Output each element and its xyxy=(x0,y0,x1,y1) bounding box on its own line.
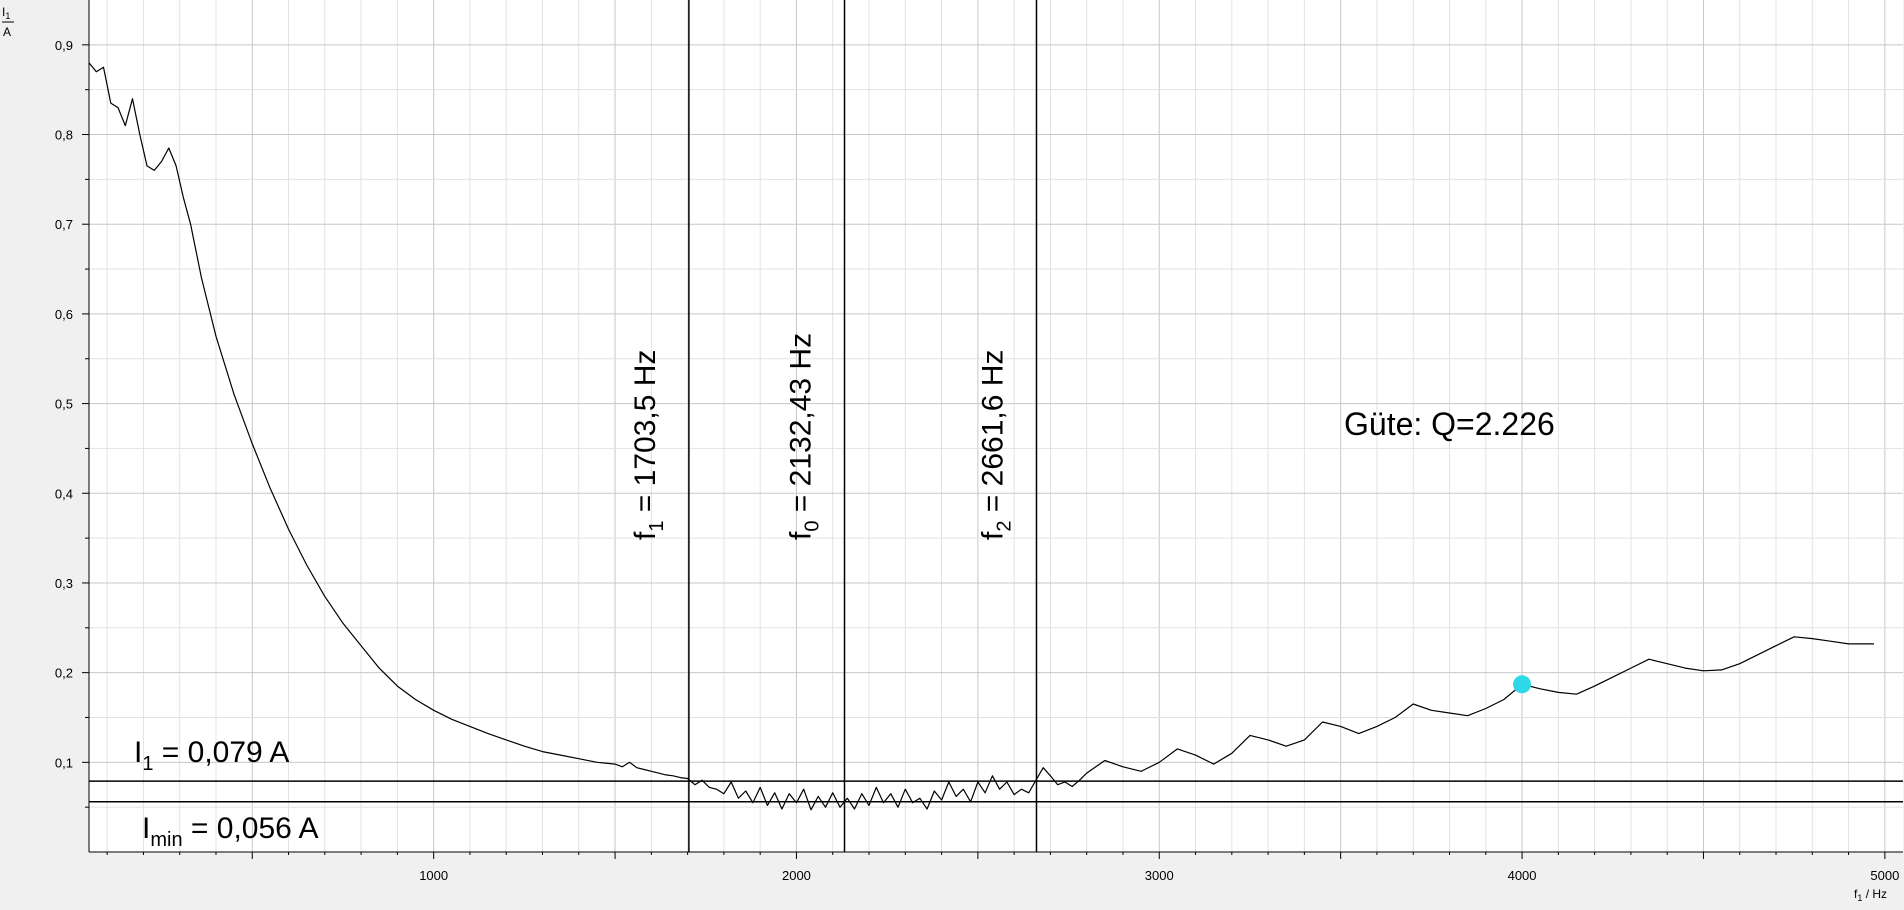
y-axis-label-var: I xyxy=(2,5,5,19)
y-tick-label: 0,9 xyxy=(55,38,73,53)
label-f0-sub: 0 xyxy=(802,521,824,532)
cursor-marker[interactable] xyxy=(1513,675,1532,694)
x-tick-label: 3000 xyxy=(1145,868,1174,883)
x-tick-label: 4000 xyxy=(1508,868,1537,883)
y-tick-label: 0,5 xyxy=(55,397,73,412)
label-i1-value: = 0,079 A xyxy=(153,736,289,769)
svg-text:I1: I1 xyxy=(2,5,10,21)
label-f2-var: f xyxy=(977,531,1010,540)
label-f1-sub: 1 xyxy=(646,521,668,532)
label-f2-sub: 2 xyxy=(994,521,1016,532)
label-f2: f2 = 2661,6 Hz xyxy=(977,350,1016,540)
x-tick-label: 1000 xyxy=(419,868,448,883)
label-i1-sub: 1 xyxy=(142,753,153,775)
y-tick-label: 0,6 xyxy=(55,307,73,322)
label-f2-value: = 2661,6 Hz xyxy=(977,350,1010,521)
y-tick-label: 0,2 xyxy=(55,666,73,681)
y-axis-label: I1 A xyxy=(2,5,14,39)
y-axis-label-unit: A xyxy=(3,25,11,39)
x-axis-label-unit: / Hz xyxy=(1862,887,1887,901)
quality-annotation: Güte: Q=2.226 xyxy=(1344,406,1555,442)
x-axis-label-var: f xyxy=(1854,887,1858,901)
y-tick-label: 0,7 xyxy=(55,217,73,232)
label-imin-var: I xyxy=(142,812,150,845)
label-f1-var: f xyxy=(629,531,662,540)
label-i1-var: I xyxy=(134,736,142,769)
label-f0-var: f xyxy=(785,531,818,540)
reference-lines xyxy=(89,0,1903,852)
y-tick-label: 0,8 xyxy=(55,128,73,143)
y-tick-labels: 0,1 0,2 0,3 0,4 0,5 0,6 0,7 0,8 0,9 xyxy=(55,38,73,770)
label-imin: Imin = 0,056 A xyxy=(142,812,319,851)
series-line-I1 xyxy=(88,62,1874,811)
label-f1-value: = 1703,5 Hz xyxy=(629,350,662,521)
y-tick-label: 0,1 xyxy=(55,755,73,770)
label-f0: f0 = 2132,43 Hz xyxy=(785,333,824,540)
x-axis-label-sub: 1 xyxy=(1857,893,1862,903)
x-axis-label: f1 / Hz xyxy=(1854,887,1887,903)
label-imin-sub: min xyxy=(150,829,182,851)
label-i1: I1 = 0,079 A xyxy=(134,736,289,775)
x-tick-label: 5000 xyxy=(1870,868,1899,883)
label-f0-value: = 2132,43 Hz xyxy=(785,333,818,521)
y-tick-label: 0,4 xyxy=(55,486,73,501)
series-group xyxy=(88,62,1874,811)
plot-area xyxy=(89,0,1903,852)
x-tick-labels: 1000 2000 3000 4000 5000 xyxy=(419,868,1899,883)
x-tick-label: 2000 xyxy=(782,868,811,883)
label-imin-value: = 0,056 A xyxy=(183,812,319,845)
grid xyxy=(89,0,1903,852)
label-f1: f1 = 1703,5 Hz xyxy=(629,350,668,540)
y-axis-label-sub: 1 xyxy=(5,11,10,21)
y-tick-label: 0,3 xyxy=(55,576,73,591)
axes xyxy=(82,0,1903,859)
